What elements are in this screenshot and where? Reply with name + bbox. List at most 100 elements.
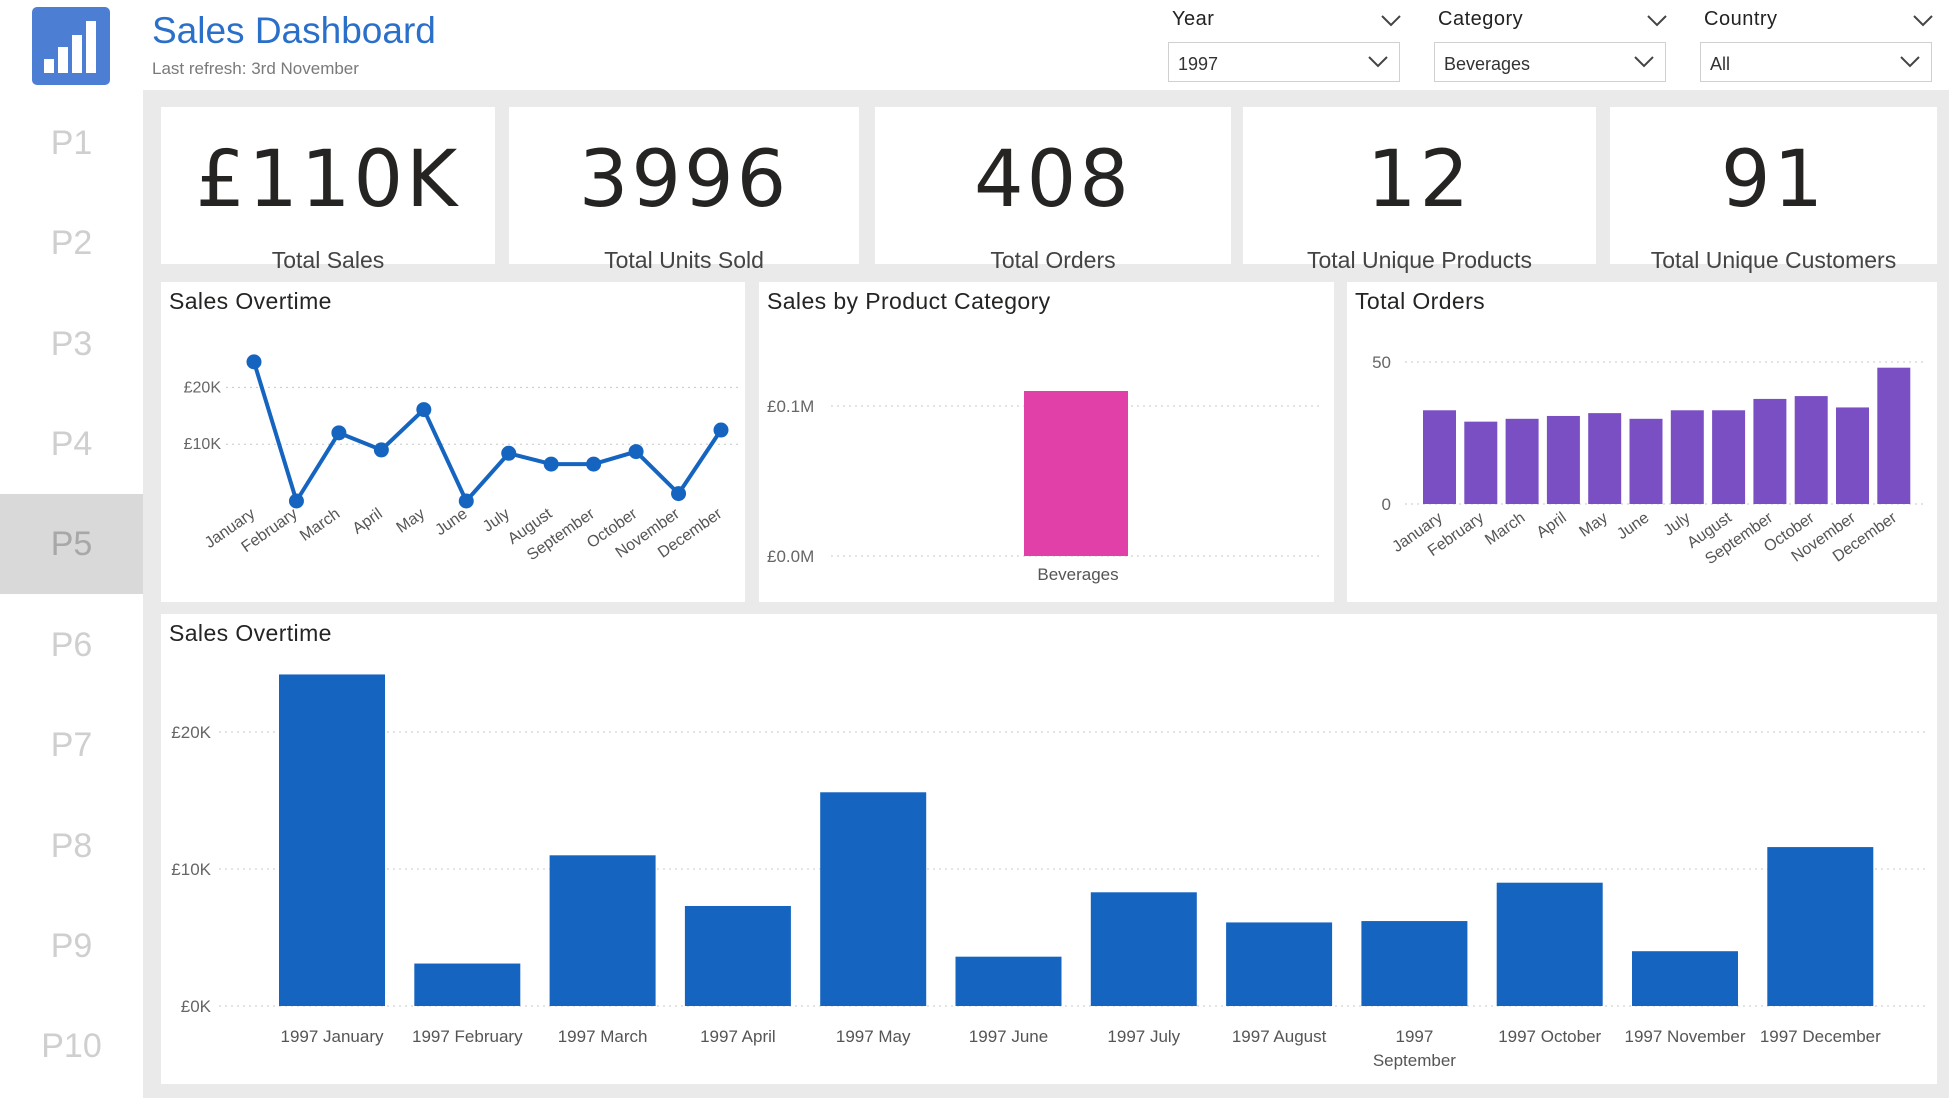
orders-bar xyxy=(1546,415,1580,504)
y-tick-label: £0K xyxy=(181,997,212,1016)
y-tick-label: £20K xyxy=(171,723,211,742)
kpi-label: Total Sales xyxy=(271,247,385,273)
y-tick-label: 50 xyxy=(1372,353,1391,372)
nav-page-p5[interactable]: P5 xyxy=(0,494,143,594)
x-tick-label: 1997 October xyxy=(1498,1027,1601,1046)
monthly-sales-bar xyxy=(279,674,385,1006)
monthly-sales-bar xyxy=(820,792,927,1006)
data-point xyxy=(628,444,644,460)
x-tick-label: Beverages xyxy=(1037,565,1118,584)
data-point xyxy=(501,445,517,461)
orders-bar xyxy=(1670,410,1704,504)
data-point xyxy=(671,486,687,502)
sales-overtime-bar-chart: £0K £10K £20K 1997 January 1997 February 1997… xyxy=(171,674,1929,1070)
bar-chart-icon xyxy=(32,7,110,85)
orders-bar xyxy=(1505,418,1539,504)
x-tick-label: 1997 December xyxy=(1760,1027,1881,1046)
data-point xyxy=(416,402,432,418)
x-tick-label: March xyxy=(1482,509,1528,548)
y-tick-label: 0 xyxy=(1382,495,1391,514)
kpi-card-total-unique-customers: 91 Total Unique Customers xyxy=(1610,107,1937,273)
monthly-sales-bar xyxy=(1632,951,1738,1006)
monthly-sales-bar xyxy=(684,905,791,1006)
category-dropdown-value: Beverages xyxy=(1444,54,1531,74)
chart-title: Sales Overtime xyxy=(169,288,332,314)
orders-bar xyxy=(1712,410,1746,504)
orders-bar xyxy=(1629,418,1663,504)
sales-by-category-card: Sales by Product Category £0.0M £0.1M Beve… xyxy=(759,282,1334,602)
orders-bar xyxy=(1464,421,1498,504)
orders-bar xyxy=(1753,398,1787,504)
kpi-label: Total Orders xyxy=(990,247,1116,273)
kpi-card-total-orders: 408 Total Orders xyxy=(875,107,1231,273)
nav-page-p8[interactable]: P8 xyxy=(50,827,93,865)
data-point xyxy=(331,425,347,441)
chart-title: Total Orders xyxy=(1355,288,1486,314)
kpi-label: Total Unique Customers xyxy=(1650,247,1897,273)
nav-page-p9[interactable]: P9 xyxy=(50,927,93,965)
kpi-card-total-units-sold: 3996 Total Units Sold xyxy=(509,107,859,273)
top-bar: Sales Dashboard Last refresh: 3rd Novemb… xyxy=(0,0,1949,90)
year-dropdown[interactable]: 1997 xyxy=(1168,42,1400,82)
orders-bar xyxy=(1836,407,1869,504)
chart-title: Sales by Product Category xyxy=(767,288,1051,314)
nav-page-p7[interactable]: P7 xyxy=(50,726,93,764)
category-bar xyxy=(1024,391,1128,556)
x-tick-label: 1997 November xyxy=(1625,1027,1746,1046)
kpi-label: Total Unique Products xyxy=(1306,247,1532,273)
page-navigation: P1 P2 P3 P4 P5 P6 P7 P8 P9 P10 xyxy=(0,90,143,1098)
data-point xyxy=(458,493,474,509)
monthly-sales-bar xyxy=(1226,922,1333,1006)
kpi-value: 408 xyxy=(974,135,1132,225)
year-filter: Year 1997 xyxy=(1168,0,1402,90)
monthly-sales-bar xyxy=(1496,882,1603,1006)
x-tick-label: 1997 February xyxy=(412,1027,523,1046)
x-tick-label: April xyxy=(1534,509,1570,541)
x-tick-label: May xyxy=(1576,509,1611,540)
data-point xyxy=(373,442,389,458)
category-dropdown[interactable]: Beverages xyxy=(1434,42,1666,82)
chevron-down-icon xyxy=(1634,56,1654,68)
chevron-down-icon[interactable] xyxy=(1912,14,1934,28)
year-filter-label: Year xyxy=(1172,8,1215,30)
sales-overtime-line-card: Sales Overtime £10K £20K January February Ma… xyxy=(161,282,745,602)
category-filter-label: Category xyxy=(1438,8,1524,30)
country-filter: Country All xyxy=(1700,0,1934,90)
category-filter: Category Beverages xyxy=(1434,0,1668,90)
kpi-value: 91 xyxy=(1720,135,1827,225)
sales-by-category-chart: £0.0M £0.1M Beverages xyxy=(767,391,1322,584)
data-point xyxy=(586,456,602,472)
nav-page-p10[interactable]: P10 xyxy=(41,1027,102,1065)
y-tick-label: £0.0M xyxy=(767,547,814,566)
kpi-label: Total Units Sold xyxy=(604,247,764,273)
country-dropdown[interactable]: All xyxy=(1700,42,1932,82)
sales-overtime-bar-card: Sales Overtime £0K £10K £20K 1997 January 19… xyxy=(161,614,1937,1084)
x-tick-label: 1997 May xyxy=(836,1027,911,1046)
nav-page-p4[interactable]: P4 xyxy=(50,425,93,463)
x-tick-label: April xyxy=(350,505,386,537)
chevron-down-icon[interactable] xyxy=(1380,14,1402,28)
nav-page-p6[interactable]: P6 xyxy=(50,626,93,664)
nav-page-p2[interactable]: P2 xyxy=(50,224,93,262)
data-point xyxy=(543,456,559,472)
chevron-down-icon xyxy=(1900,56,1920,68)
data-point xyxy=(246,354,262,370)
monthly-sales-bar xyxy=(1090,892,1197,1006)
x-tick-label: 1997 September xyxy=(1373,1027,1456,1070)
year-dropdown-value: 1997 xyxy=(1178,54,1219,74)
x-tick-label: 1997 June xyxy=(969,1027,1048,1046)
y-tick-label: £20K xyxy=(184,379,222,396)
orders-bar xyxy=(1794,396,1828,504)
data-point xyxy=(713,422,729,438)
chevron-down-icon[interactable] xyxy=(1646,14,1668,28)
chart-title: Sales Overtime xyxy=(169,620,332,646)
monthly-sales-bar xyxy=(955,956,1062,1006)
monthly-sales-bar xyxy=(414,963,521,1006)
nav-page-p3[interactable]: P3 xyxy=(50,325,93,363)
kpi-card-total-sales: £110K Total Sales xyxy=(161,107,495,273)
nav-page-p1[interactable]: P1 xyxy=(50,124,93,162)
y-tick-label: £0.1M xyxy=(767,397,814,416)
total-orders-card: Total Orders 0 50 January February March Apri… xyxy=(1347,282,1937,602)
